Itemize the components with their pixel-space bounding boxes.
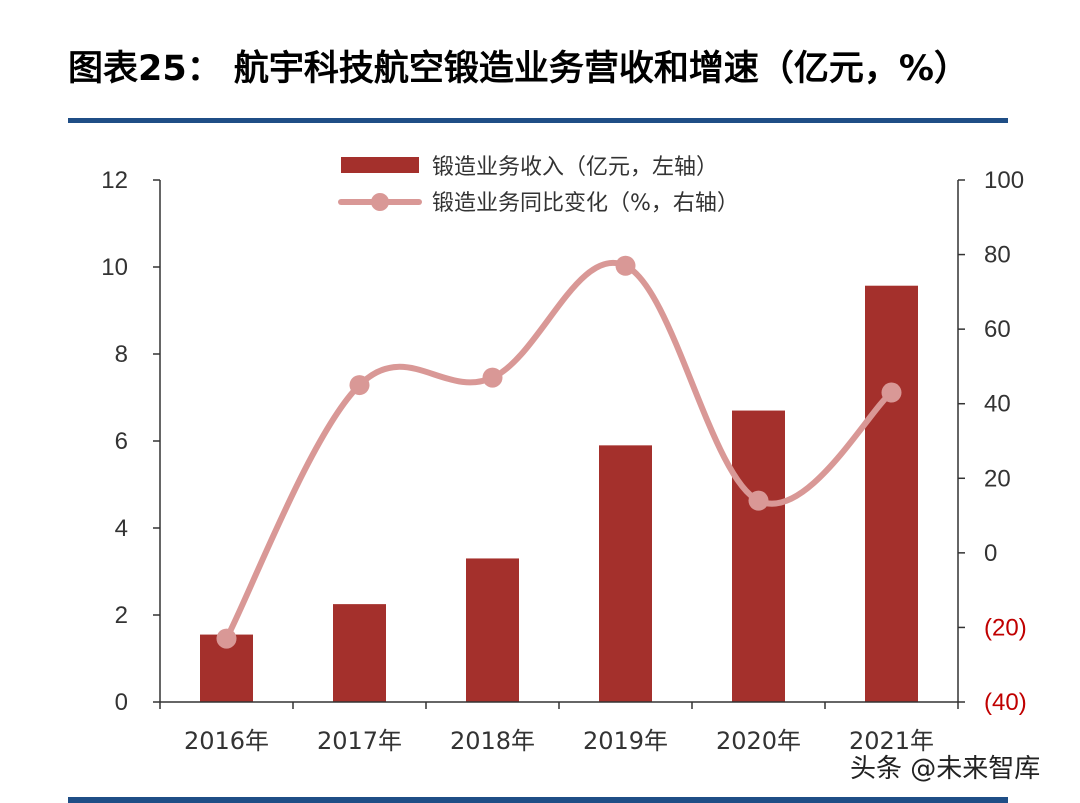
left-axis-tick-label: 0	[115, 689, 128, 716]
left-axis-tick-label: 10	[101, 254, 128, 281]
bar	[466, 558, 519, 702]
title-divider	[68, 118, 1008, 123]
left-axis-tick-label: 6	[115, 428, 128, 455]
line-series	[216, 255, 902, 649]
right-axis-tick-label: (40)	[984, 689, 1027, 716]
legend-bar-swatch	[341, 157, 419, 173]
line-point	[615, 255, 636, 276]
legend-line-marker	[371, 193, 389, 211]
growth-line	[223, 260, 895, 642]
bar	[865, 285, 918, 702]
left-axis-tick-label: 12	[101, 167, 128, 194]
x-axis-tick-label: 2018年	[450, 727, 535, 755]
right-axis-tick-label: 100	[984, 167, 1024, 194]
x-axis-tick-label: 2020年	[716, 727, 801, 755]
legend-bar-label: 锻造业务收入（亿元，左轴）	[432, 155, 718, 180]
right-axis-tick-label: 40	[984, 391, 1011, 418]
bar-series	[200, 285, 918, 702]
line-point	[482, 367, 503, 388]
line-point	[216, 628, 237, 649]
x-axis-tick-label: 2021年	[849, 727, 934, 755]
bar	[599, 445, 652, 702]
x-axis-tick-label: 2017年	[317, 727, 402, 755]
watermark: 头条 @未来智库	[850, 754, 1041, 784]
line-point	[349, 375, 370, 396]
right-axis-tick-label: 80	[984, 242, 1011, 269]
legend-line-label: 锻造业务同比变化（%，右轴）	[432, 191, 739, 216]
line-point	[748, 490, 769, 511]
bar	[333, 604, 386, 702]
right-axis-tick-label: 0	[984, 540, 997, 567]
x-axis-tick-label: 2019年	[583, 727, 668, 755]
axes: 0 2 4 6 8 10 12 (40) (20) 0 20 40 60 80 100 2016年 2017年 2…	[101, 167, 1026, 755]
legend: 锻造业务收入（亿元，左轴） 锻造业务同比变化（%，右轴）	[338, 155, 739, 216]
left-axis-tick-label: 2	[115, 602, 128, 629]
left-axis-tick-label: 4	[115, 515, 128, 542]
left-axis-tick-label: 8	[115, 341, 128, 368]
x-axis-tick-label: 2016年	[184, 727, 269, 755]
right-axis-tick-label: 60	[984, 316, 1011, 343]
bottom-divider	[68, 797, 1008, 803]
bar	[732, 410, 785, 702]
chart-title: 图表25： 航宇科技航空锻造业务营收和增速（亿元，%）	[68, 49, 969, 89]
line-point	[881, 382, 902, 403]
right-axis-tick-label: (20)	[984, 614, 1027, 641]
right-axis-tick-label: 20	[984, 465, 1011, 492]
